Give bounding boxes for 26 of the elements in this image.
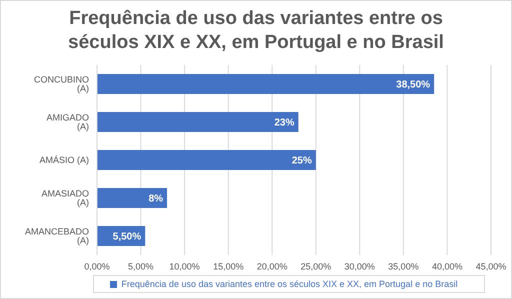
data-label: 25% (292, 156, 312, 166)
y-tick-label: CONCUBINO (A) (34, 74, 89, 94)
x-tick-label: 5,00% (128, 261, 154, 272)
y-tick-label: AMIGADO (A) (46, 112, 89, 132)
legend-label: Frequência de uso das variantes entre os séculos XIX e XX, em Portugal e no Brasil (121, 279, 458, 289)
x-tick-label: 40,00% (432, 261, 462, 272)
data-label: 8% (148, 194, 164, 204)
bar (97, 74, 434, 94)
x-tick-label: 45,00% (476, 261, 506, 272)
y-tick-label: AMÁSIO (A) (39, 155, 89, 166)
y-tick-label: AMANCEBADO (A) (24, 226, 89, 246)
y-tick-label: AMASIADO (A) (41, 188, 89, 208)
x-tick-label: 0,00% (84, 261, 110, 272)
x-tick-label: 25,00% (300, 261, 332, 272)
x-tick-label: 15,00% (213, 261, 244, 272)
data-label: 5,50% (112, 232, 142, 242)
data-label: 23% (274, 118, 294, 128)
bar (97, 188, 168, 208)
data-label: 38,50% (396, 80, 430, 90)
x-tick-label: 30,00% (344, 261, 375, 272)
x-tick-label: 10,00% (169, 261, 200, 272)
x-tick-label: 35,00% (388, 261, 419, 272)
bar (97, 112, 298, 132)
chart-title: Frequência de uso das variantes entre os séculos XIX e XX, em Portugal e no Brasil (67, 7, 445, 55)
x-tick-label: 20,00% (256, 261, 288, 272)
bar (97, 150, 316, 170)
